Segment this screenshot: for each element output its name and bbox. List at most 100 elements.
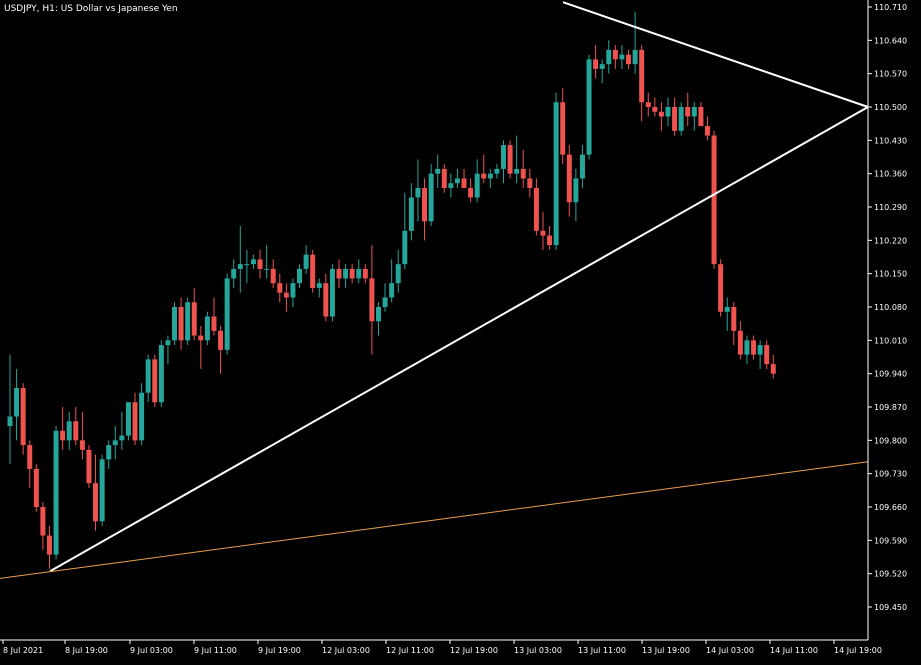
candle-body	[593, 59, 599, 69]
candle	[428, 164, 434, 227]
price-axis: 110.710 110.640 110.570 110.500 110.430 110.3…	[868, 3, 907, 612]
candle-body	[389, 283, 395, 298]
candle-body	[66, 421, 72, 441]
candle-body	[323, 283, 329, 317]
price-tick-label: 109.870	[874, 403, 907, 412]
candle	[93, 454, 99, 531]
triangle-upper-trendline[interactable]	[562, 1, 869, 108]
candle	[79, 411, 85, 460]
candle-body	[106, 445, 112, 460]
candle	[152, 354, 158, 407]
candle-body	[718, 264, 724, 312]
candle	[297, 264, 303, 288]
time-tick-label: 12 Jul 11:00	[386, 646, 434, 655]
candle	[66, 411, 72, 450]
candle	[145, 354, 151, 403]
candle-body	[454, 178, 460, 184]
price-tick-label: 110.430	[874, 136, 907, 145]
candle-body	[218, 330, 224, 350]
candle	[698, 102, 704, 127]
candle-body	[487, 173, 493, 179]
candle-body	[573, 178, 579, 203]
candle	[672, 97, 678, 136]
price-tick-label: 110.710	[874, 3, 907, 12]
price-tick-label: 110.360	[874, 170, 907, 179]
orange-trendline[interactable]	[0, 461, 869, 579]
candle-body	[297, 268, 303, 284]
candle	[139, 383, 145, 446]
candle-body	[277, 283, 283, 293]
candle	[665, 97, 671, 127]
candle	[540, 211, 546, 250]
candle-body	[369, 278, 375, 322]
candle-body	[481, 173, 487, 179]
candle	[481, 154, 487, 184]
candle	[290, 278, 296, 307]
candle-body	[599, 64, 605, 69]
candle-body	[244, 264, 250, 266]
candle	[73, 407, 79, 446]
candle-body	[145, 359, 151, 393]
candle	[14, 368, 20, 441]
candle	[277, 273, 283, 303]
candle-body	[658, 111, 664, 117]
candle-body	[632, 49, 638, 65]
candle	[112, 426, 118, 460]
price-tick-label: 110.500	[874, 103, 907, 112]
candle-body	[494, 168, 500, 174]
time-axis: 8 Jul 2021 8 Jul 19:00 9 Jul 03:00 9 Jul 11…	[2, 640, 882, 655]
candle	[494, 164, 500, 179]
price-tick-label: 110.220	[874, 236, 907, 245]
candle-body	[310, 254, 316, 288]
candle	[178, 297, 184, 350]
candle-body	[507, 145, 513, 174]
candle	[389, 259, 395, 303]
candle	[303, 245, 309, 274]
price-tick-label: 109.800	[874, 436, 907, 445]
candle	[468, 178, 474, 203]
candle-body	[579, 154, 585, 179]
candle	[132, 392, 138, 446]
candle-body	[257, 259, 263, 269]
candle-body	[474, 173, 480, 198]
candle	[191, 287, 197, 341]
candle	[744, 335, 750, 365]
candle	[514, 135, 520, 184]
candle	[185, 297, 191, 346]
time-tick-label: 9 Jul 11:00	[194, 646, 237, 655]
candle-body	[329, 268, 335, 317]
time-tick-label: 8 Jul 2021	[3, 646, 43, 655]
candle-body	[612, 49, 618, 60]
candle-body	[566, 154, 572, 203]
candle-body	[343, 268, 349, 279]
candle	[231, 259, 237, 288]
candle-body	[685, 107, 691, 117]
candle	[566, 145, 572, 217]
candle-body	[172, 307, 177, 341]
candle	[158, 340, 164, 407]
candle	[711, 130, 717, 269]
candle-body	[665, 107, 671, 117]
candle-body	[356, 268, 362, 279]
candle-body	[737, 330, 743, 355]
candle-body	[27, 445, 33, 469]
candle-body	[73, 421, 79, 441]
candle-body	[79, 440, 85, 450]
candle-body	[527, 178, 533, 188]
candle-body	[547, 235, 553, 246]
candle-body	[645, 102, 651, 107]
candle-body	[678, 107, 684, 131]
triangle-lower-trendline[interactable]	[49, 106, 869, 573]
price-tick-label: 109.660	[874, 503, 907, 512]
candle	[244, 249, 250, 284]
candle	[724, 297, 730, 331]
candle	[86, 445, 92, 488]
candle	[172, 302, 177, 346]
candle	[53, 426, 59, 560]
candle	[685, 92, 691, 127]
candle	[375, 302, 381, 336]
candle-body	[112, 440, 118, 446]
